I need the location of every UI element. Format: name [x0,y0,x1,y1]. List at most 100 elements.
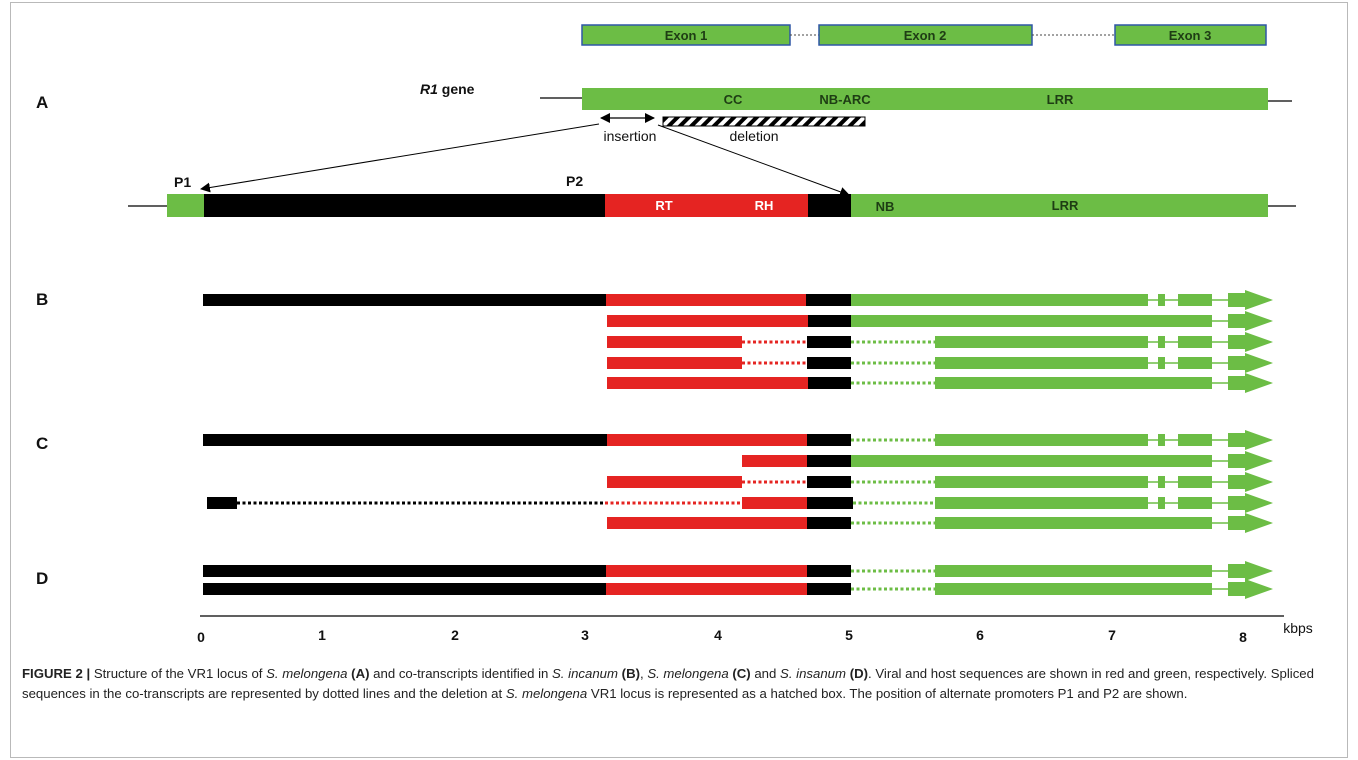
exon-2-label: Exon 2 [904,28,947,43]
transcript-arrowhead [1228,493,1273,513]
caption-segment: (D) [849,666,868,681]
host-exon-segment [935,517,1212,529]
transcript-viral-segment [606,294,806,306]
transcript-arrowhead [1228,451,1273,471]
mapping-arrow-p1 [200,123,600,193]
transcript-retro-segment [807,455,851,467]
deletion-label: deletion [729,128,778,144]
locus-lrr-label: LRR [1052,198,1079,213]
axis-tick-5: 5 [845,627,853,643]
transcript-retro-segment [807,517,851,529]
gene-label: R1 gene [420,81,475,97]
r1-gene-bar [582,88,1268,110]
caption-segment: S. insanum [780,666,847,681]
caption-segment: , [639,666,648,681]
caption-segment: and [750,666,781,681]
transcript-viral-segment [607,357,742,369]
host-exon-segment [1158,336,1165,348]
host-exon-segment [1178,476,1212,488]
axis-tick-6: 6 [976,627,984,643]
locus-rt-label: RT [655,198,672,213]
host-exon-segment [1178,434,1212,446]
host-exon-segment [1158,294,1165,306]
locus-host-5prime [167,194,204,217]
transcript-retro-segment [203,565,606,577]
caption-segment: S. melongena [505,686,588,701]
figure-caption: FIGURE 2 | Structure of the VR1 locus of… [22,664,1332,704]
host-exon-segment [935,315,1212,327]
host-exon-segment [935,294,1148,306]
exon-3-label: Exon 3 [1169,28,1212,43]
transcript-arrowhead [1228,332,1273,352]
locus-host-gene [851,194,1268,217]
transcript-viral-segment [606,565,807,577]
axis-tick-0: 0 [197,629,205,645]
transcript-retro-segment [808,315,851,327]
insertion-label: insertion [604,128,657,144]
promoter-p2-label: P2 [566,173,583,189]
caption-heading: FIGURE 2 | [22,666,91,681]
domain-cc: CC [724,92,743,107]
exon-3-box [1114,24,1267,46]
panel-d-label: D [36,569,48,588]
host-exon-segment [935,357,1148,369]
locus-viral-segment [605,194,808,217]
mapping-arrow-junction [657,124,850,197]
figure-frame [10,2,1348,758]
caption-segment: S. melongena [266,666,348,681]
kbps-axis: 0 1 2 3 4 5 6 7 8 kbps [197,615,1313,645]
host-exon-segment [935,476,1148,488]
transcript-retro-segment [808,377,851,389]
axis-unit: kbps [1283,620,1313,636]
deletion-hatched-box [662,116,866,127]
transcript-arrowhead [1228,561,1273,581]
transcript-viral-segment [607,377,808,389]
panel-c-label: C [36,434,48,453]
locus-retro-segment [204,194,605,217]
transcript-arrowhead [1228,290,1273,310]
transcript-retro-segment [807,565,851,577]
transcript-arrowhead [1228,430,1273,450]
axis-tick-8: 8 [1239,629,1247,645]
host-exon-segment [935,377,1212,389]
transcript-retro-segment [807,434,851,446]
transcript-retro-segment [207,497,237,509]
transcript-retro-segment [806,294,851,306]
caption-segment: S. incanum [552,666,618,681]
axis-tick-1: 1 [318,627,326,643]
host-exon-segment [935,583,1212,595]
axis-tick-3: 3 [581,627,589,643]
host-exon-segment [1178,497,1212,509]
exon-1-label: Exon 1 [665,28,708,43]
transcript-retro-segment [807,336,851,348]
transcript-viral-segment [607,476,742,488]
host-exon-segment [1178,336,1212,348]
exon-track: Exon 1 Exon 2 Exon 3 [581,24,1267,46]
transcript-arrowhead [1228,353,1273,373]
gene-suffix: gene [438,81,475,97]
caption-segment: Structure of the VR1 locus of [90,666,267,681]
locus-retro-3prime [808,194,851,217]
host-exon-segment [935,455,1212,467]
panel-b-label: B [36,290,48,309]
caption-segment: . Viral and host sequences are shown in … [22,666,1314,701]
transcript-arrowhead [1228,472,1273,492]
host-exon-segment [1178,294,1212,306]
caption-segment: and co-transcripts identified in [369,666,553,681]
transcript-arrowhead [1228,513,1273,533]
transcript-viral-segment [742,497,807,509]
host-exon-segment [1158,476,1165,488]
locus-rh-label: RH [755,198,774,213]
transcript-retro-segment [807,497,853,509]
transcript-viral-segment [607,517,807,529]
transcript-retro-segment [807,476,851,488]
locus-nb-label: NB [876,199,895,214]
caption-segment: (A) [351,666,370,681]
host-exon-segment [935,565,1212,577]
host-exon-segment [935,336,1148,348]
caption-body: Structure of the VR1 locus of S. melonge… [22,666,1314,701]
panel-a-label: A [36,93,48,112]
transcripts [203,290,1273,599]
axis-tick-2: 2 [451,627,459,643]
